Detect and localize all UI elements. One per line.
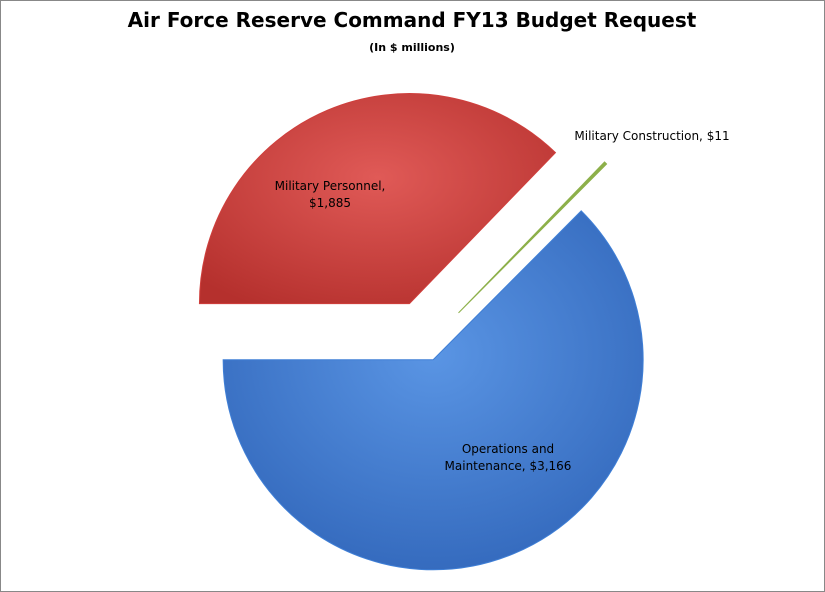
pie-slice (222, 210, 644, 571)
pie-slice (458, 161, 608, 314)
value-label: $1,885 (309, 196, 351, 210)
category-label: Military Construction, (574, 129, 703, 143)
data-label: Operations and Maintenance, $3,166 (428, 441, 588, 475)
chart-subtitle: (In $ millions) (369, 41, 455, 54)
category-label: Operations and Maintenance, (444, 442, 555, 473)
category-label: Military Personnel, (274, 179, 386, 193)
value-label: $11 (706, 129, 730, 143)
chart-title: Air Force Reserve Command FY13 Budget Re… (128, 8, 697, 32)
value-label: $3,166 (529, 459, 572, 473)
data-label: Military Construction, $11 (567, 128, 737, 145)
pie-slice (198, 93, 557, 305)
data-label: Military Personnel, $1,885 (255, 178, 405, 212)
